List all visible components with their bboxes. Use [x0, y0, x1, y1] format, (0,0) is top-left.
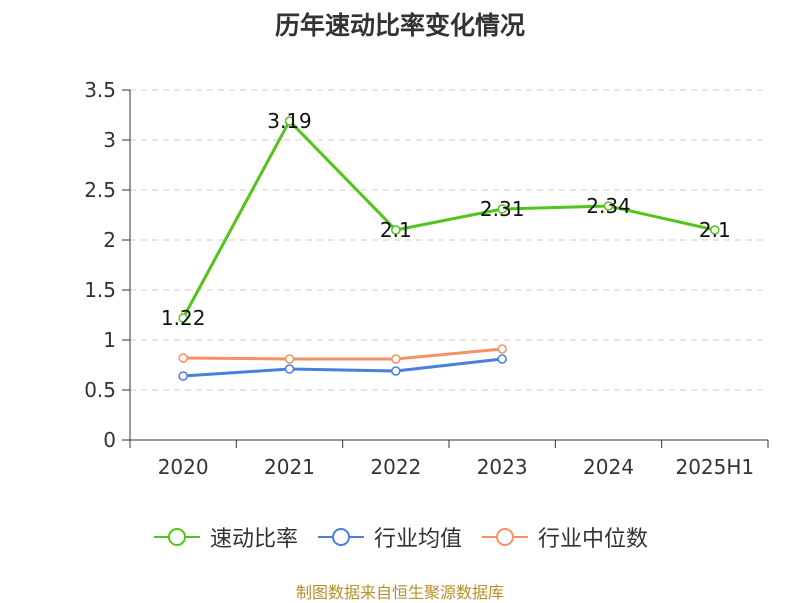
series-line — [181, 119, 716, 319]
y-tick-label: 3.5 — [84, 78, 116, 102]
x-tick-label: 2020 — [158, 455, 209, 479]
data-point[interactable] — [497, 354, 507, 364]
data-point[interactable] — [284, 116, 295, 126]
y-tick-label: 0.5 — [84, 378, 116, 402]
data-label: 2.34 — [586, 194, 631, 218]
y-tick-label: 2.5 — [84, 178, 116, 202]
series-line — [183, 347, 503, 361]
data-point[interactable] — [391, 366, 401, 376]
data-point[interactable] — [391, 225, 401, 235]
y-tick-label: 3 — [103, 128, 116, 152]
x-tick-label: 2025H1 — [675, 455, 754, 479]
legend-label: 速动比率 — [209, 527, 298, 552]
data-point[interactable] — [178, 313, 188, 323]
data-point[interactable] — [391, 354, 401, 364]
data-point[interactable] — [284, 354, 295, 364]
legend-marker-icon — [317, 528, 364, 546]
data-point[interactable] — [710, 225, 720, 235]
legend-item[interactable]: 行业中位数 — [480, 521, 648, 553]
legend-item[interactable]: 行业均值 — [316, 521, 462, 553]
data-point[interactable] — [178, 353, 188, 363]
series-line — [183, 357, 503, 378]
data-point[interactable] — [603, 201, 614, 211]
data-label: 2.1 — [380, 218, 412, 242]
x-tick-label: 2022 — [370, 455, 421, 479]
chart-title: 历年速动比率变化情况 — [274, 11, 525, 40]
data-point[interactable] — [497, 204, 507, 214]
y-tick-label: 0 — [103, 428, 116, 452]
legend-label: 行业中位数 — [538, 527, 649, 552]
legend-item[interactable]: 速动比率 — [152, 521, 298, 553]
data-point[interactable] — [284, 364, 295, 374]
data-label: 2.31 — [480, 197, 525, 221]
data-label: 1.22 — [161, 306, 206, 330]
x-tick-label: 2023 — [477, 455, 528, 479]
legend-marker-icon — [482, 528, 528, 546]
legend-label: 行业均值 — [373, 527, 462, 552]
y-tick-label: 2 — [103, 228, 116, 252]
data-point[interactable] — [178, 371, 188, 381]
x-tick-label: 2021 — [264, 455, 315, 479]
data-label: 2.1 — [699, 218, 731, 242]
legend-marker-icon — [153, 528, 200, 546]
data-point[interactable] — [497, 344, 507, 354]
legend: 速动比率 行业均值 行业中位数 — [0, 520, 800, 554]
data-label: 3.19 — [267, 109, 312, 133]
x-tick-label: 2024 — [583, 455, 634, 479]
y-tick-label: 1.5 — [84, 278, 116, 302]
y-tick-label: 1 — [103, 328, 116, 352]
data-source-note: 制图数据来自恒生聚源数据库 — [295, 583, 504, 602]
